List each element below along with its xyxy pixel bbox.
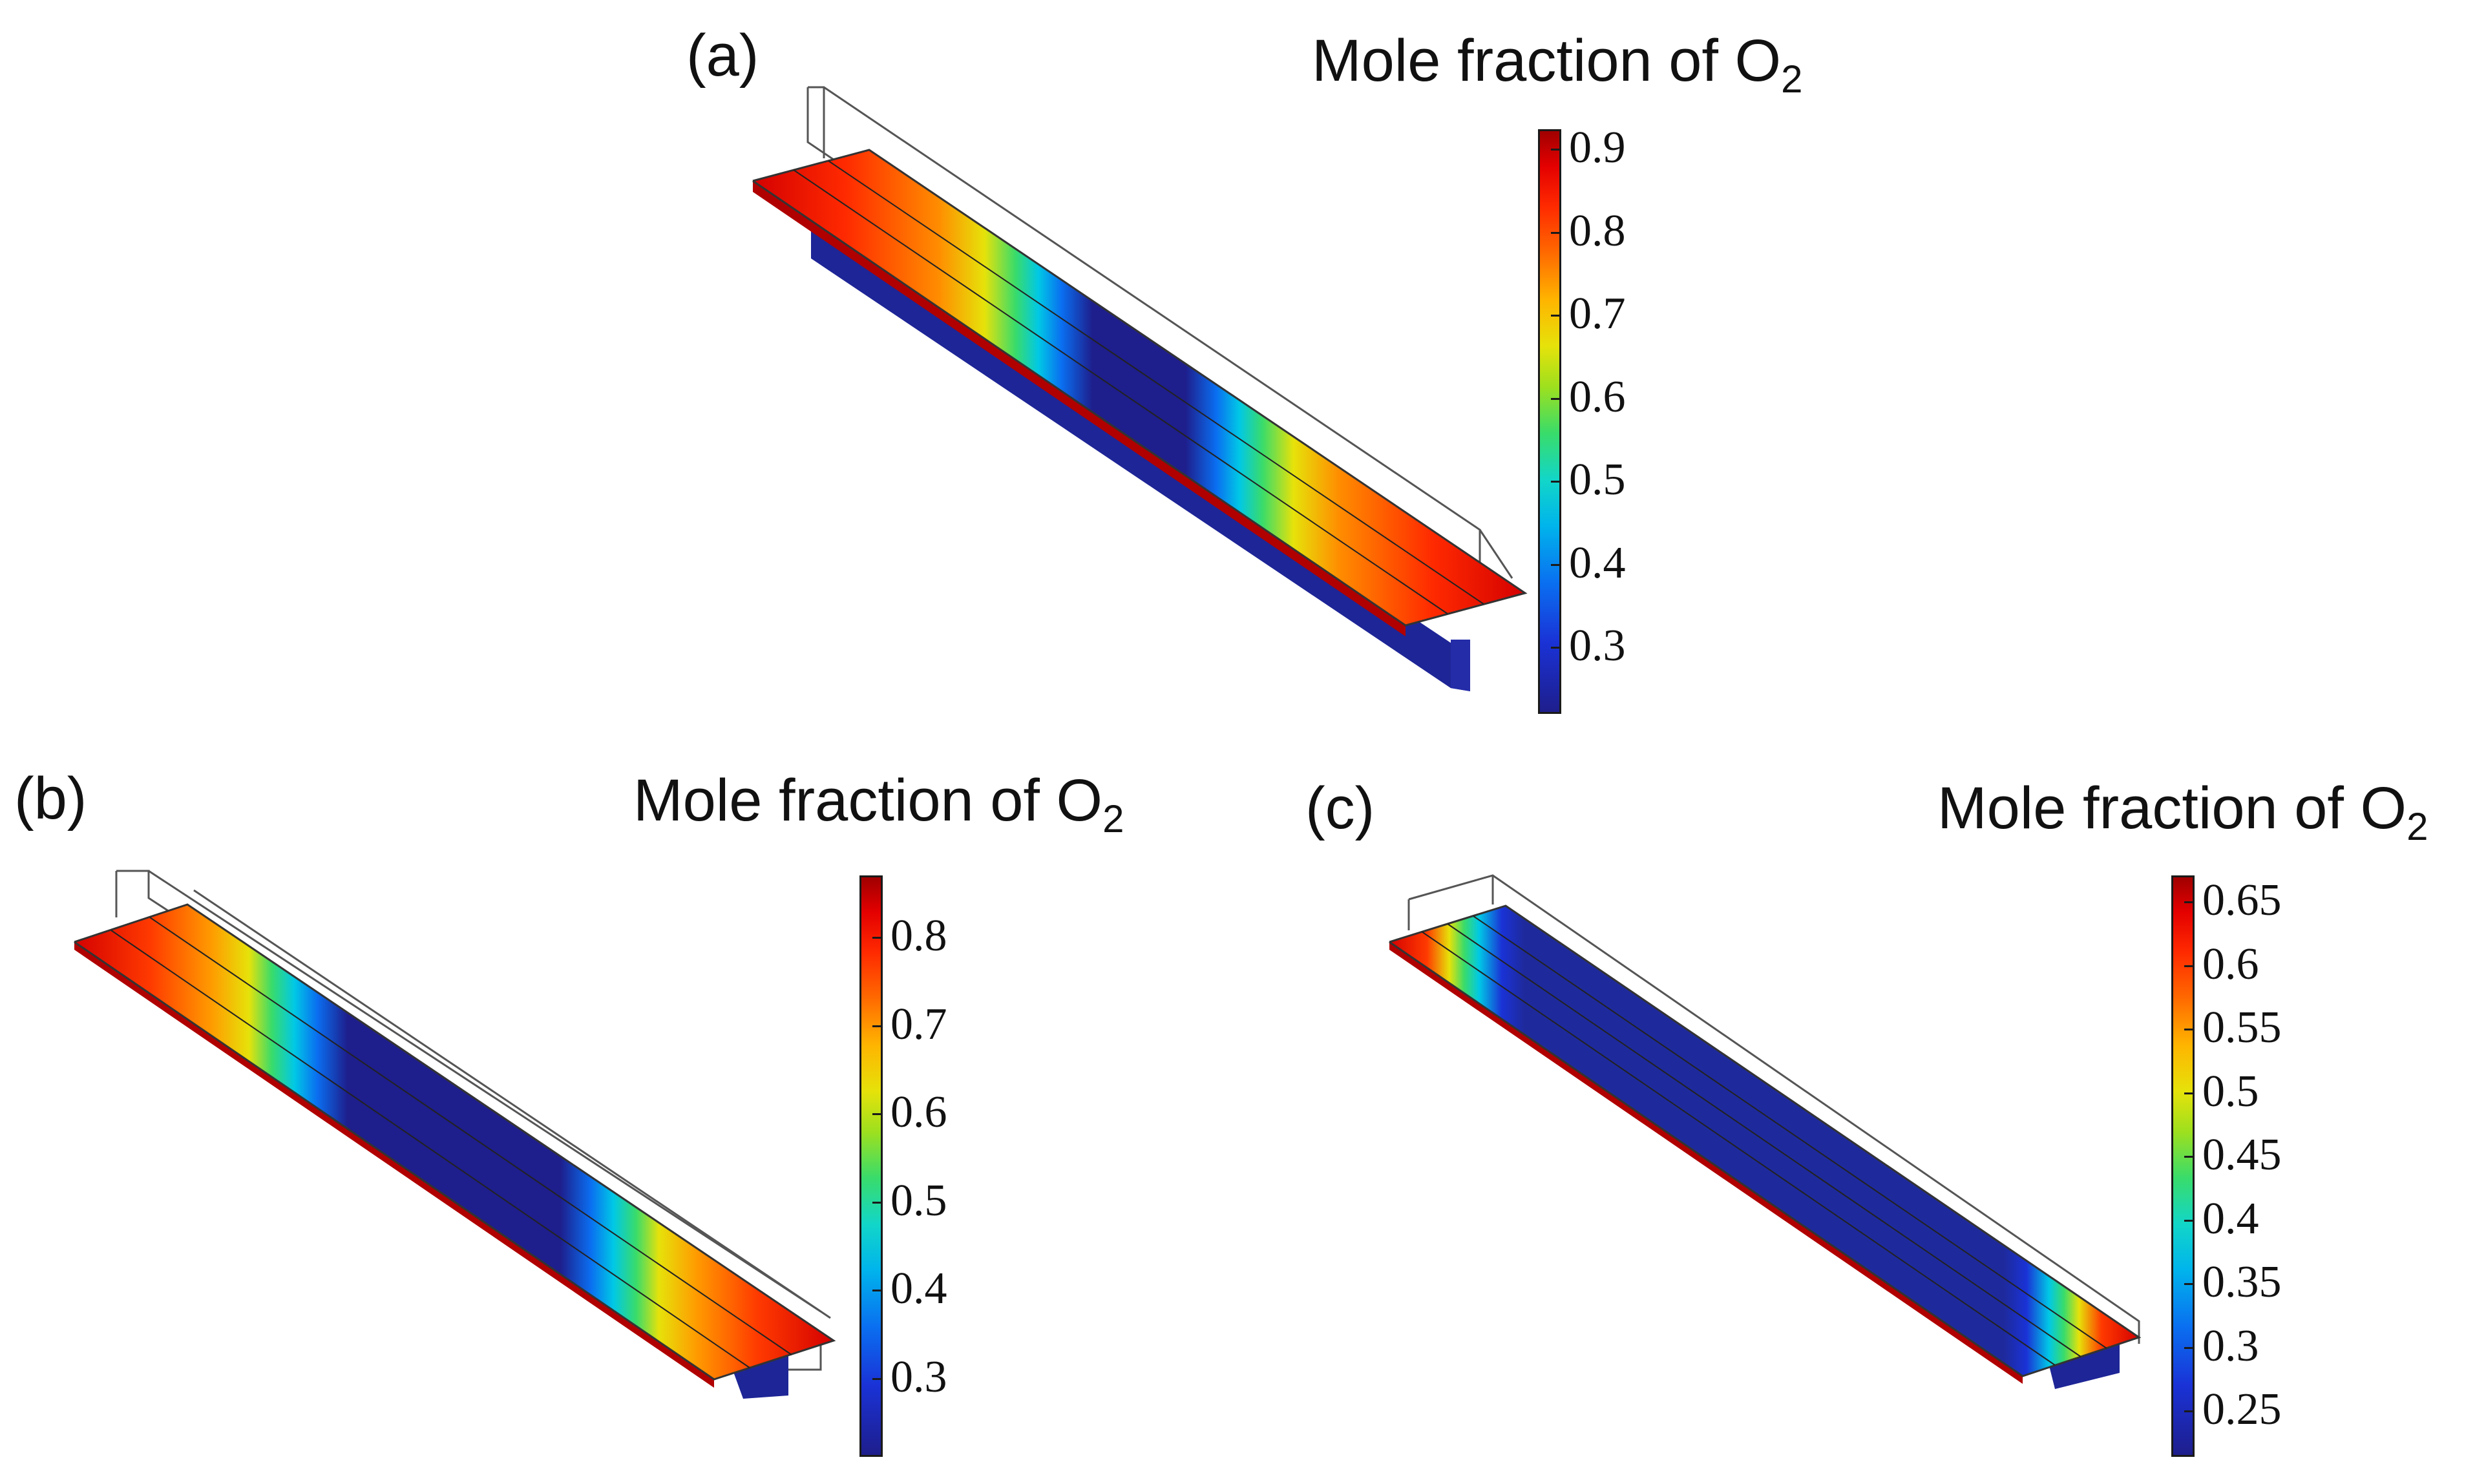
panel-c-tick-mark bbox=[2184, 1156, 2195, 1158]
panel-b-colorbar-title: Mole fraction of O2 bbox=[633, 768, 1124, 841]
panel-c-tick-mark bbox=[2184, 1346, 2195, 1349]
panel-c-tick-label: 0.3 bbox=[2202, 1321, 2259, 1371]
panel-a-tick-label: 0.4 bbox=[1569, 538, 1626, 588]
panel-c-tick-label: 0.5 bbox=[2202, 1066, 2259, 1116]
panel-a-tick-label: 0.6 bbox=[1569, 371, 1626, 422]
panel-a-colorbar bbox=[1538, 129, 1561, 714]
panel-a-colorbar-title: Mole fraction of O2 bbox=[1312, 28, 1803, 101]
panel-b-tick-label: 0.6 bbox=[890, 1087, 947, 1137]
panel-b-label: (b) bbox=[14, 766, 87, 831]
panel-c-colorbar-title: Mole fraction of O2 bbox=[1937, 775, 2428, 848]
panel-b-tick-mark bbox=[872, 1201, 883, 1204]
panel-c-tick-mark bbox=[2184, 965, 2195, 967]
panel-a-tick-mark bbox=[1551, 315, 1561, 317]
panel-b-tick-label: 0.7 bbox=[890, 999, 947, 1049]
panel-c-tick-label: 0.25 bbox=[2202, 1385, 2282, 1434]
panel-c-label: (c) bbox=[1305, 775, 1375, 841]
panel-a-tick-label: 0.3 bbox=[1569, 621, 1626, 671]
panel-a-tick-label: 0.7 bbox=[1569, 289, 1626, 339]
panel-c-tick-label: 0.6 bbox=[2202, 939, 2259, 989]
panel-b-tick-mark bbox=[872, 1113, 883, 1115]
panel-a-tick-mark bbox=[1551, 397, 1561, 400]
panel-a-tick-label: 0.8 bbox=[1569, 205, 1626, 256]
panel-c-tick-label: 0.35 bbox=[2202, 1257, 2282, 1307]
panel-b-tick-mark bbox=[872, 1290, 883, 1291]
panel-b-tick-label: 0.4 bbox=[890, 1264, 947, 1313]
panel-b-tick-label: 0.3 bbox=[890, 1352, 947, 1402]
panel-a-tick-mark bbox=[1551, 231, 1561, 234]
panel-c-tick-label: 0.4 bbox=[2202, 1193, 2259, 1244]
panel-a-tick-mark bbox=[1551, 481, 1561, 483]
panel-a-label: (a) bbox=[686, 23, 759, 89]
panel-a-tick-label: 0.9 bbox=[1569, 123, 1626, 172]
panel-b-colorbar bbox=[859, 875, 883, 1457]
panel-a-tick-mark bbox=[1551, 563, 1561, 566]
panel-b-tick-mark bbox=[872, 1025, 883, 1027]
panel-c-tick-mark bbox=[2184, 1092, 2195, 1094]
panel-b-tick-label: 0.8 bbox=[890, 911, 947, 961]
panel-c-tick-label: 0.45 bbox=[2202, 1130, 2282, 1180]
panel-b-tick-label: 0.5 bbox=[890, 1175, 947, 1226]
panel-c-colorbar bbox=[2171, 875, 2195, 1457]
panel-c-tick-mark bbox=[2184, 901, 2195, 903]
panel-a-tick-mark bbox=[1551, 149, 1561, 151]
panel-c-tick-mark bbox=[2184, 1029, 2195, 1030]
panel-b-channel bbox=[74, 870, 836, 1399]
panel-c-tick-mark bbox=[2184, 1283, 2195, 1285]
panel-a-channel bbox=[752, 86, 1528, 691]
panel-c-tick-label: 0.55 bbox=[2202, 1003, 2282, 1052]
panel-c-tick-mark bbox=[2184, 1219, 2195, 1222]
panel-b-tick-mark bbox=[872, 937, 883, 939]
panel-c-channel bbox=[1389, 874, 2142, 1389]
panel-c-tick-label: 0.65 bbox=[2202, 875, 2282, 925]
panel-a-tick-mark bbox=[1551, 647, 1561, 649]
panel-c-tick-mark bbox=[2184, 1410, 2195, 1412]
panel-a-tick-label: 0.5 bbox=[1569, 455, 1626, 505]
panel-b-tick-mark bbox=[872, 1377, 883, 1380]
